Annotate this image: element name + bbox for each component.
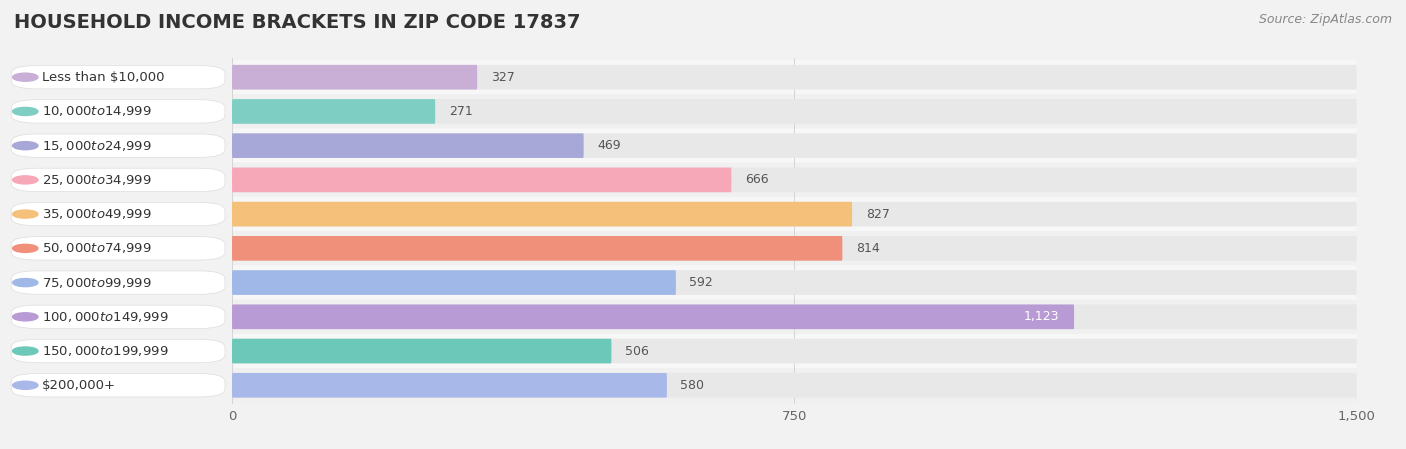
Text: HOUSEHOLD INCOME BRACKETS IN ZIP CODE 17837: HOUSEHOLD INCOME BRACKETS IN ZIP CODE 17… xyxy=(14,13,581,32)
FancyBboxPatch shape xyxy=(232,373,666,398)
Text: $75,000 to $99,999: $75,000 to $99,999 xyxy=(42,276,152,290)
FancyBboxPatch shape xyxy=(232,304,1357,329)
FancyBboxPatch shape xyxy=(232,339,612,363)
Text: 271: 271 xyxy=(449,105,472,118)
Text: $10,000 to $14,999: $10,000 to $14,999 xyxy=(42,105,152,119)
FancyBboxPatch shape xyxy=(232,167,1357,192)
FancyBboxPatch shape xyxy=(232,60,1357,94)
Text: $150,000 to $199,999: $150,000 to $199,999 xyxy=(42,344,169,358)
FancyBboxPatch shape xyxy=(232,339,1357,363)
FancyBboxPatch shape xyxy=(232,368,1357,402)
FancyBboxPatch shape xyxy=(232,236,1357,261)
Text: $100,000 to $149,999: $100,000 to $149,999 xyxy=(42,310,169,324)
FancyBboxPatch shape xyxy=(232,65,1357,89)
FancyBboxPatch shape xyxy=(232,99,436,124)
Text: 814: 814 xyxy=(856,242,880,255)
Text: 592: 592 xyxy=(689,276,713,289)
FancyBboxPatch shape xyxy=(232,236,842,261)
Text: Less than $10,000: Less than $10,000 xyxy=(42,70,165,84)
Text: Source: ZipAtlas.com: Source: ZipAtlas.com xyxy=(1258,13,1392,26)
FancyBboxPatch shape xyxy=(232,133,583,158)
FancyBboxPatch shape xyxy=(232,304,1074,329)
Text: $15,000 to $24,999: $15,000 to $24,999 xyxy=(42,139,152,153)
Text: $200,000+: $200,000+ xyxy=(42,379,117,392)
FancyBboxPatch shape xyxy=(232,133,1357,158)
Text: 827: 827 xyxy=(866,207,890,220)
Text: 506: 506 xyxy=(624,344,648,357)
Text: 469: 469 xyxy=(598,139,621,152)
FancyBboxPatch shape xyxy=(232,270,676,295)
FancyBboxPatch shape xyxy=(232,299,1357,334)
FancyBboxPatch shape xyxy=(232,202,852,226)
FancyBboxPatch shape xyxy=(232,128,1357,163)
FancyBboxPatch shape xyxy=(232,65,477,89)
FancyBboxPatch shape xyxy=(232,231,1357,265)
FancyBboxPatch shape xyxy=(232,167,731,192)
Text: 666: 666 xyxy=(745,173,769,186)
FancyBboxPatch shape xyxy=(232,202,1357,226)
FancyBboxPatch shape xyxy=(232,163,1357,197)
Text: 327: 327 xyxy=(491,70,515,84)
Text: $50,000 to $74,999: $50,000 to $74,999 xyxy=(42,242,152,255)
Text: 1,123: 1,123 xyxy=(1024,310,1059,323)
FancyBboxPatch shape xyxy=(232,373,1357,398)
FancyBboxPatch shape xyxy=(232,270,1357,295)
FancyBboxPatch shape xyxy=(232,197,1357,231)
Text: $25,000 to $34,999: $25,000 to $34,999 xyxy=(42,173,152,187)
Text: $35,000 to $49,999: $35,000 to $49,999 xyxy=(42,207,152,221)
FancyBboxPatch shape xyxy=(232,99,1357,124)
FancyBboxPatch shape xyxy=(232,265,1357,299)
Text: 580: 580 xyxy=(681,379,704,392)
FancyBboxPatch shape xyxy=(232,334,1357,368)
FancyBboxPatch shape xyxy=(232,94,1357,128)
